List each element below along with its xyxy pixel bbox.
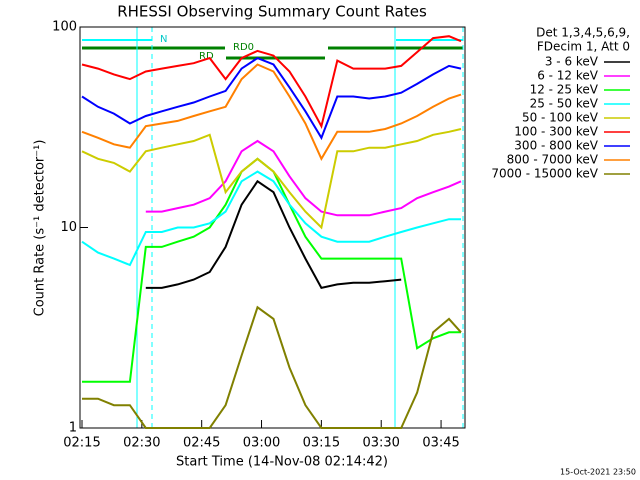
- annotation: N: [160, 34, 167, 45]
- legend-label: 6 - 12 keV: [537, 69, 599, 83]
- series-line: [145, 179, 402, 290]
- timestamp: 15-Oct-2021 23:50: [560, 468, 636, 477]
- legend-label: 800 - 7000 keV: [507, 153, 599, 167]
- legend-label: 25 - 50 keV: [530, 97, 599, 111]
- series-line: [81, 56, 462, 141]
- legend-header: Det 1,3,4,5,6,9,: [536, 26, 630, 40]
- y-tick-label: 10: [60, 220, 77, 235]
- x-tick-label: 03:15: [303, 436, 340, 451]
- series-line: [81, 63, 462, 161]
- x-tick-label: 02:45: [183, 436, 220, 451]
- legend-label: 300 - 800 keV: [514, 139, 598, 153]
- x-tick-label: 03:30: [362, 436, 399, 451]
- chart-title: RHESSI Observing Summary Count Rates: [117, 3, 427, 21]
- legend-label: 100 - 300 keV: [514, 125, 598, 139]
- legend-label: 12 - 25 keV: [530, 83, 599, 97]
- series-line: [81, 128, 462, 230]
- legend-label: 50 - 100 keV: [522, 111, 599, 125]
- y-tick-label: 1: [69, 421, 77, 436]
- series-line: [145, 139, 462, 217]
- series-line: [81, 170, 461, 267]
- annotation: RD0: [233, 42, 254, 53]
- y-tick-label: 100: [52, 20, 77, 35]
- x-tick-label: 03:00: [243, 436, 280, 451]
- legend-label: 7000 - 15000 keV: [491, 167, 598, 181]
- x-tick-label: 02:30: [123, 436, 160, 451]
- x-axis-label: Start Time (14-Nov-08 02:14:42): [176, 455, 388, 470]
- series-line: [81, 35, 462, 129]
- series-line: [82, 305, 462, 429]
- x-tick-label: 02:15: [63, 436, 100, 451]
- annotation: RD: [199, 51, 214, 62]
- legend-header: FDecim 1, Att 0: [537, 40, 630, 54]
- legend-label: 3 - 6 keV: [545, 55, 599, 69]
- y-axis-label: Count Rate (s⁻¹ detector⁻¹): [33, 140, 48, 317]
- x-tick-label: 03:45: [422, 436, 459, 451]
